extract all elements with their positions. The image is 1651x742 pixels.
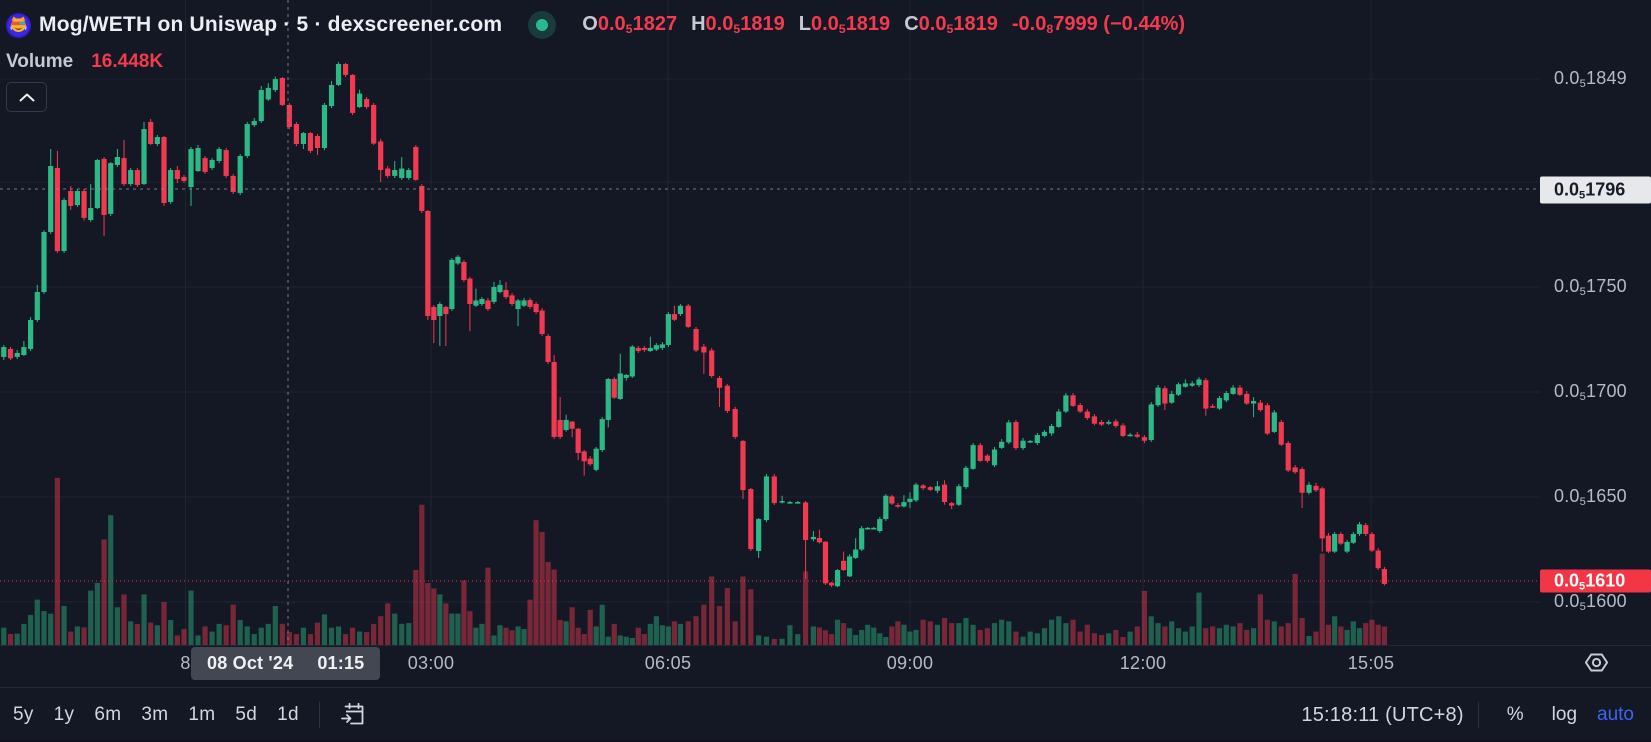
- crosshair-price-text: 0.051796: [1554, 179, 1626, 202]
- time-tick-label: 12:00: [1119, 653, 1167, 673]
- collapse-panel-button[interactable]: [6, 82, 47, 112]
- volume-bars: [1, 477, 1387, 645]
- percent-scale-button[interactable]: %: [1506, 704, 1524, 725]
- price-tick-label: 0.051750: [1554, 276, 1627, 298]
- time-tick-label: 09:00: [886, 653, 934, 673]
- hexagon-nut-icon[interactable]: [1583, 649, 1610, 676]
- price-axis[interactable]: 0.051849 0.051750 0.051700 0.051650 0.051600…: [1540, 0, 1651, 645]
- range-button-1m[interactable]: 1m: [188, 704, 216, 725]
- time-tick-label: 8: [180, 653, 191, 673]
- crosshair-time-text: 01:15: [317, 653, 365, 673]
- log-scale-button[interactable]: log: [1551, 704, 1578, 725]
- crosshair-time-label: 08 Oct '24 01:15: [191, 647, 381, 680]
- range-button-5d[interactable]: 5d: [235, 704, 258, 725]
- crosshair-date-text: 08 Oct '24: [207, 653, 294, 673]
- grid-lines: [0, 0, 1540, 645]
- time-tick-label: 15:05: [1347, 653, 1395, 673]
- range-button-1y[interactable]: 1y: [53, 704, 75, 725]
- last-price-label: 0.051610: [1540, 569, 1651, 593]
- candles: [1, 62, 1387, 588]
- range-button-1d[interactable]: 1d: [277, 704, 299, 725]
- range-button-3m[interactable]: 3m: [141, 704, 169, 725]
- clock-utc[interactable]: 15:18:11 (UTC+8): [1301, 703, 1464, 726]
- window-bottom-edge: [0, 740, 1651, 742]
- crosshair-price-label: 0.051796: [1540, 176, 1651, 204]
- chevron-up-icon: [19, 93, 34, 101]
- bottom-toolbar: 5y 1y 6m 3m 1m 5d 1d 15:18:11 (UTC+8) % log au…: [0, 687, 1651, 742]
- price-tick-label: 0.051700: [1554, 381, 1627, 403]
- price-tick-label: 0.051600: [1554, 591, 1627, 613]
- toolbar-divider: [318, 702, 320, 728]
- time-axis[interactable]: 8 03:00 06:05 09:00 12:00 15:05 08 Oct '24 01:1…: [0, 645, 1651, 687]
- range-button-5y[interactable]: 5y: [13, 704, 34, 725]
- price-tick-label: 0.051849: [1554, 68, 1627, 90]
- calendar-goto-icon[interactable]: [338, 700, 368, 730]
- toolbar-divider: [1477, 702, 1479, 728]
- time-tick-label: 06:05: [644, 653, 692, 673]
- time-tick-label: 03:00: [407, 653, 455, 673]
- range-button-6m[interactable]: 6m: [94, 704, 122, 725]
- crosshair-lines: [0, 0, 1540, 645]
- last-price-text: 0.051610: [1554, 570, 1626, 592]
- date-range-switcher: 5y 1y 6m 3m 1m 5d 1d: [3, 700, 309, 730]
- price-tick-label: 0.051650: [1554, 486, 1627, 508]
- auto-scale-button[interactable]: auto: [1597, 704, 1634, 725]
